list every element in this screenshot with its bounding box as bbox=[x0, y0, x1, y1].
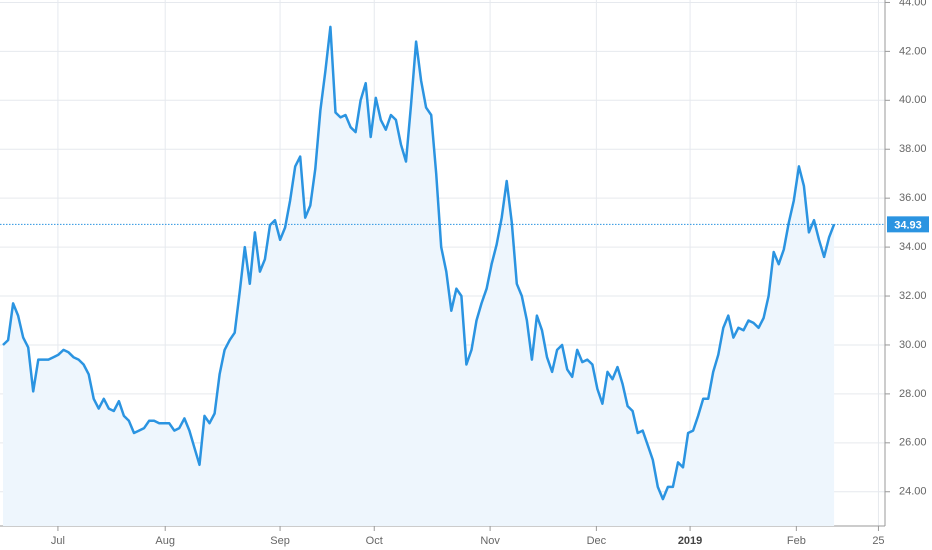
last-price-box bbox=[887, 216, 929, 233]
price-line bbox=[2, 25, 836, 501]
x-tick-label: Oct bbox=[366, 535, 383, 547]
y-tick-label: 38.00 bbox=[899, 143, 927, 155]
y-tick-label: 40.00 bbox=[899, 94, 927, 106]
x-tick-label: 2019 bbox=[678, 535, 702, 547]
x-tick-label: Dec bbox=[587, 535, 607, 547]
y-tick-label: 32.00 bbox=[899, 290, 927, 302]
y-tick-label: 30.00 bbox=[899, 339, 927, 351]
y-tick-label: 36.00 bbox=[899, 192, 927, 204]
x-tick-label: 25 bbox=[872, 535, 884, 547]
y-tick-label: 26.00 bbox=[899, 437, 927, 449]
x-tick-label: Aug bbox=[155, 535, 175, 547]
y-tick-label: 42.00 bbox=[899, 45, 927, 57]
x-tick-label: Jul bbox=[51, 535, 65, 547]
x-tick-label: Sep bbox=[270, 535, 290, 547]
x-tick-label: Nov bbox=[480, 535, 500, 547]
last-price-label: 34.93 bbox=[894, 219, 922, 231]
y-tick-label: 34.00 bbox=[899, 241, 927, 253]
y-tick-label: 44.00 bbox=[899, 0, 927, 8]
y-tick-label: 24.00 bbox=[899, 486, 927, 498]
x-tick-label: Feb bbox=[787, 535, 806, 547]
area bbox=[3, 26, 835, 527]
y-tick-label: 28.00 bbox=[899, 388, 927, 400]
